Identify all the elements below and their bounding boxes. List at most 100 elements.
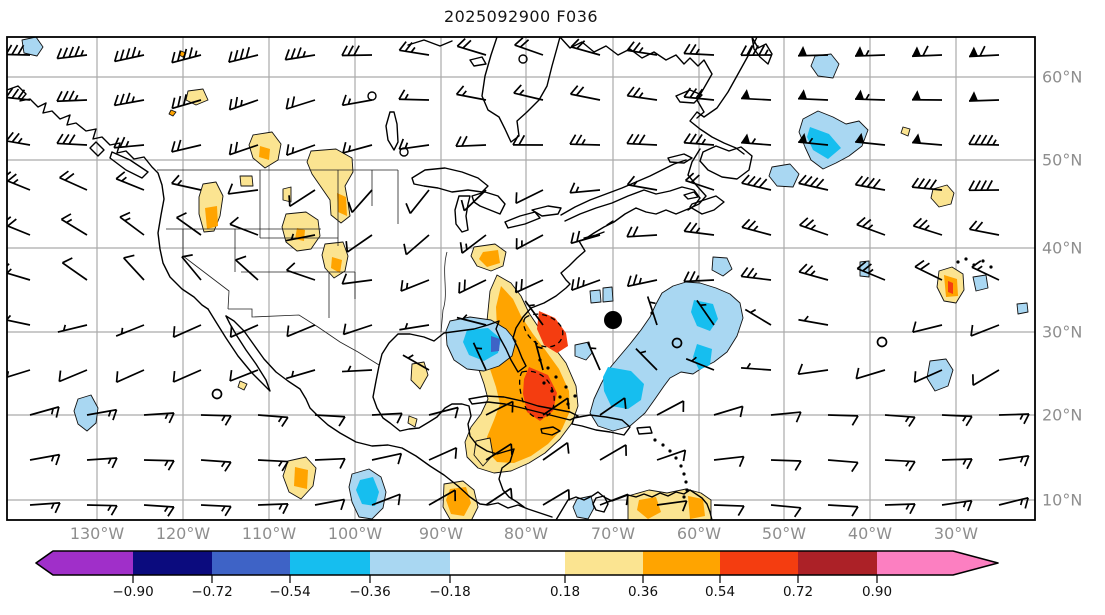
wind-barb [572, 277, 600, 290]
contour-region-atlantic-sq [603, 287, 613, 302]
wind-barb [116, 325, 144, 336]
lake-superior [412, 168, 488, 192]
wind-barb [230, 217, 258, 235]
colorbar-over-arrow [877, 551, 998, 575]
wind-barb [999, 456, 1029, 466]
wind-barb [742, 175, 771, 190]
y-tick-label: 20°N [1042, 406, 1082, 425]
contour-region-east-atl-plus-red [948, 281, 953, 294]
wind-barb [912, 133, 942, 145]
contour-region-tiny-3 [901, 127, 910, 136]
wind-barb [201, 505, 231, 516]
wind-barb [942, 459, 972, 469]
wind-barb [60, 171, 87, 190]
wind-barb [942, 501, 972, 511]
contour-region-tiny-2 [238, 381, 247, 390]
wind-barb [828, 505, 858, 516]
wind-barb [285, 48, 315, 60]
wind-barb [57, 46, 87, 58]
island-dot [542, 381, 545, 384]
wind-barb [517, 235, 543, 249]
wind-barb [657, 401, 683, 415]
lake-winnipeg [386, 112, 398, 150]
wind-barb [771, 412, 801, 422]
wind-barb [144, 460, 174, 470]
wind-barb [401, 280, 429, 291]
contour-region-novascotia-2 [769, 164, 799, 187]
wind-barb [287, 325, 315, 336]
wind-barb [230, 97, 258, 110]
wind-barb [969, 180, 999, 190]
wind-barb [514, 85, 543, 100]
wind-barb [59, 370, 87, 381]
wind-barb [124, 255, 144, 280]
wind-barb [771, 505, 801, 517]
colorbar-tick-label: −0.54 [269, 584, 310, 600]
island-dot [972, 263, 975, 266]
island-dot [668, 449, 671, 452]
wind-barb [201, 460, 231, 471]
wind-barb [229, 47, 258, 62]
island-dot [538, 358, 541, 361]
wind-barb [57, 91, 87, 101]
wind-barb [798, 46, 828, 56]
wind-barb [799, 175, 828, 190]
wind-barb [912, 90, 942, 100]
calm-wind-circle [213, 390, 222, 399]
wind-barb [30, 455, 60, 465]
wind-barb [457, 39, 486, 55]
lake-erie [505, 212, 540, 228]
x-tick-label: 130°W [70, 524, 124, 543]
wind-barb [172, 140, 201, 152]
colorbar-segment [370, 551, 450, 575]
wind-barb [172, 47, 201, 62]
wind-barb [87, 458, 117, 468]
contour-region-re-blue-2 [1017, 303, 1028, 314]
contour-region-rockies-nw-core [205, 206, 218, 229]
wind-barb [857, 217, 885, 235]
contour-region-alaska-gulf [22, 37, 43, 56]
wind-barb [742, 219, 771, 235]
wind-barb [87, 505, 117, 515]
island-dot [558, 395, 561, 398]
wind-barb [116, 172, 144, 190]
contour-region-re-blue-1 [973, 275, 988, 291]
wind-barb [628, 275, 657, 287]
contour-region-atlantic-top [712, 257, 732, 276]
wind-barb [571, 86, 600, 100]
colorbar-tick-label: 0.90 [862, 584, 892, 600]
wind-barb [399, 90, 429, 100]
wind-barb [741, 363, 771, 370]
y-tick-label: 40°N [1042, 239, 1082, 258]
x-tick-label: 90°W [419, 524, 463, 543]
island-dot [682, 495, 685, 498]
wind-barb [58, 325, 87, 332]
contour-region-atl-ne-yellow [931, 185, 954, 207]
wind-barb [913, 322, 942, 333]
wind-barb [399, 323, 429, 330]
island-dot [981, 259, 984, 262]
x-tick-label: 40°W [848, 524, 892, 543]
colorbar-segment [643, 551, 720, 575]
wind-barb [828, 415, 858, 425]
wind-barb [286, 370, 315, 378]
x-tick-label: 50°W [762, 524, 806, 543]
wind-barb [1, 264, 30, 280]
wind-barb [686, 173, 714, 190]
island-dot [573, 394, 576, 397]
wind-barb [828, 460, 858, 472]
island-dot [964, 257, 967, 260]
island-dot [679, 464, 682, 467]
wind-barb [885, 460, 915, 471]
contour-region-labrador-sea [811, 54, 839, 78]
wind-barb [117, 370, 144, 382]
island-dot [650, 311, 653, 314]
island-dot [564, 385, 567, 388]
colorbar-segment [565, 551, 643, 575]
x-tick-label: 60°W [677, 524, 721, 543]
island-dot [682, 472, 685, 475]
wind-barb [30, 407, 59, 418]
wind-barb [969, 46, 999, 56]
colorbar-tick-label: 0.36 [628, 584, 658, 600]
wind-barb [174, 325, 201, 337]
